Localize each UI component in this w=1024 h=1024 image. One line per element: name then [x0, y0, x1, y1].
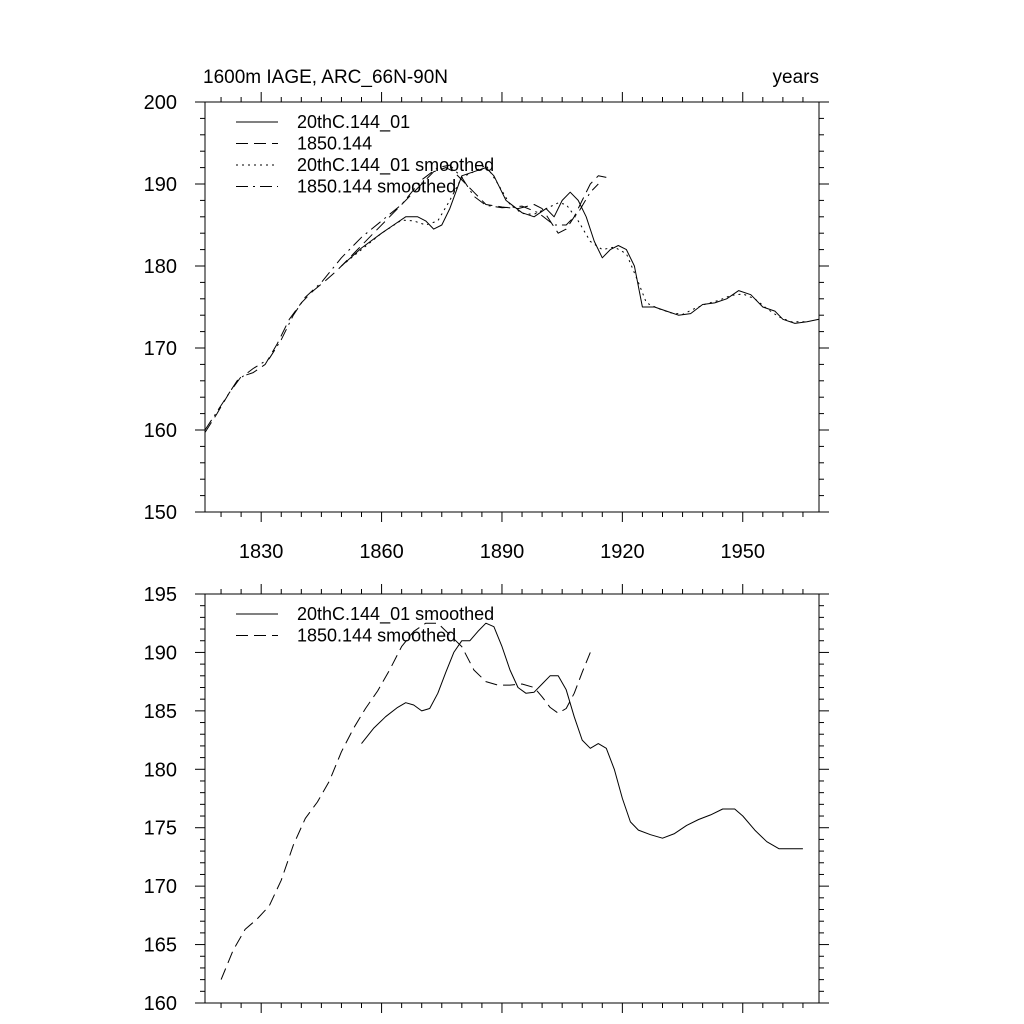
- y-tick-label: 200: [144, 92, 177, 114]
- top-chart-panel: 1600m IAGE, ARC_66N-90N years 1830 1860 18…: [144, 67, 829, 563]
- series-line-1: [341, 167, 820, 324]
- legend-label-1: 20thC.144_01: [297, 112, 410, 133]
- plot-frame: [204, 101, 820, 513]
- y-tick-label: 190: [144, 642, 177, 664]
- x-tick-label: 1830: [239, 541, 284, 563]
- series-line-1: [361, 622, 803, 850]
- y-tick-label: 180: [144, 256, 177, 278]
- y-tick-label: 195: [144, 584, 177, 606]
- series-line-3: [341, 164, 807, 323]
- top-chart-axes: 1830 1860 1890 1920 1950 150 160 170 180 190 200: [144, 92, 829, 563]
- x-tick-label: 1890: [480, 541, 525, 563]
- bottom-chart-panel: 160 165 170 175 180 185 190 195 20thC.144_01 sm…: [144, 584, 829, 1015]
- bottom-chart-series: [220, 622, 803, 980]
- legend-label-1: 20thC.144_01 smoothed: [297, 604, 494, 625]
- legend-label-2: 1850.144 smoothed: [297, 626, 456, 646]
- series-line-2: [204, 167, 607, 433]
- y-tick-label: 180: [144, 759, 177, 781]
- y-tick-label: 175: [144, 818, 177, 840]
- y-tick-label: 170: [144, 338, 177, 360]
- bottom-chart-axes: 160 165 170 175 180 185 190 195: [144, 584, 829, 1015]
- plot-frame: [204, 593, 820, 1004]
- x-tick-label: 1920: [600, 541, 645, 563]
- chart-title-right: years: [773, 67, 819, 88]
- series-line-4: [204, 164, 599, 431]
- legend-label-3: 20thC.144_01 smoothed: [297, 155, 494, 176]
- legend-label-2: 1850.144: [297, 134, 372, 154]
- y-tick-label: 160: [144, 420, 177, 442]
- y-tick-label: 160: [144, 993, 177, 1015]
- y-tick-label: 185: [144, 701, 177, 723]
- y-tick-label: 165: [144, 935, 177, 957]
- x-tick-label: 1950: [721, 541, 766, 563]
- y-tick-label: 150: [144, 502, 177, 524]
- x-tick-label: 1860: [359, 541, 404, 563]
- y-tick-label: 190: [144, 174, 177, 196]
- y-tick-label: 170: [144, 876, 177, 898]
- series-line-2: [220, 622, 591, 980]
- top-chart-series: [204, 164, 820, 433]
- legend-label-4: 1850.144 smoothed: [297, 177, 456, 197]
- chart-title: 1600m IAGE, ARC_66N-90N: [203, 67, 448, 88]
